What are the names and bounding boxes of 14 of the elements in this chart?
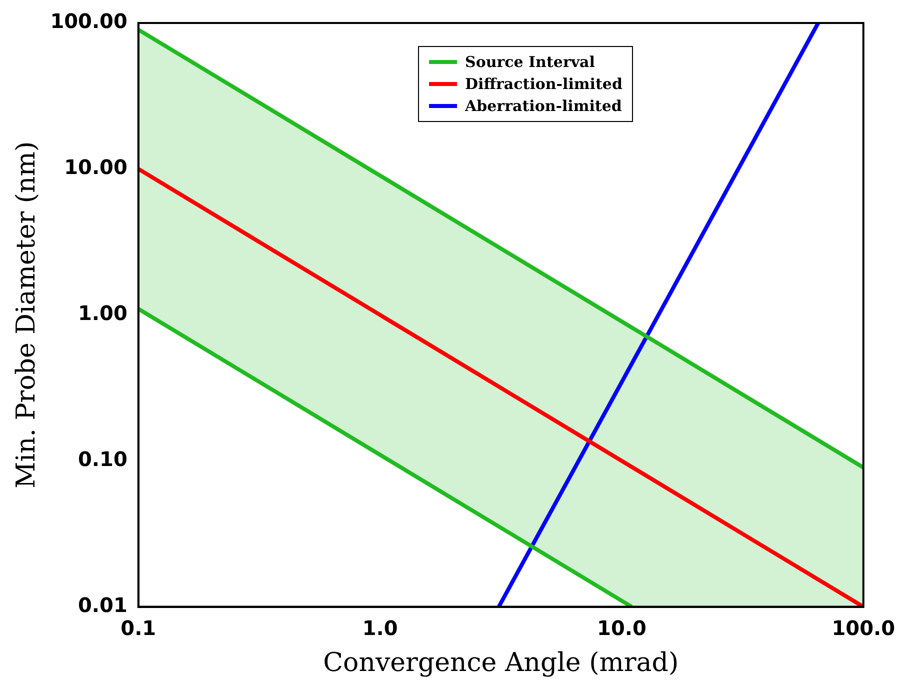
legend-label: Diffraction-limited bbox=[465, 74, 622, 95]
y-axis-title: Min. Probe Diameter (nm) bbox=[11, 141, 42, 488]
y-tick-label: 0.10 bbox=[78, 447, 128, 472]
x-tick-label: 10.0 bbox=[597, 616, 646, 640]
y-tick-label: 1.00 bbox=[78, 301, 128, 326]
x-tick-label: 0.1 bbox=[120, 616, 156, 640]
x-tick-label: 100.0 bbox=[832, 616, 895, 640]
legend-label: Source Interval bbox=[465, 52, 595, 73]
legend-label: Aberration-limited bbox=[465, 96, 622, 117]
x-axis-title: Convergence Angle (mrad) bbox=[323, 648, 679, 678]
y-tick-label: 100.00 bbox=[50, 9, 128, 34]
x-tick-label: 1.0 bbox=[362, 616, 398, 640]
y-tick-label: 0.01 bbox=[78, 593, 128, 618]
y-tick-label: 10.00 bbox=[64, 155, 128, 180]
